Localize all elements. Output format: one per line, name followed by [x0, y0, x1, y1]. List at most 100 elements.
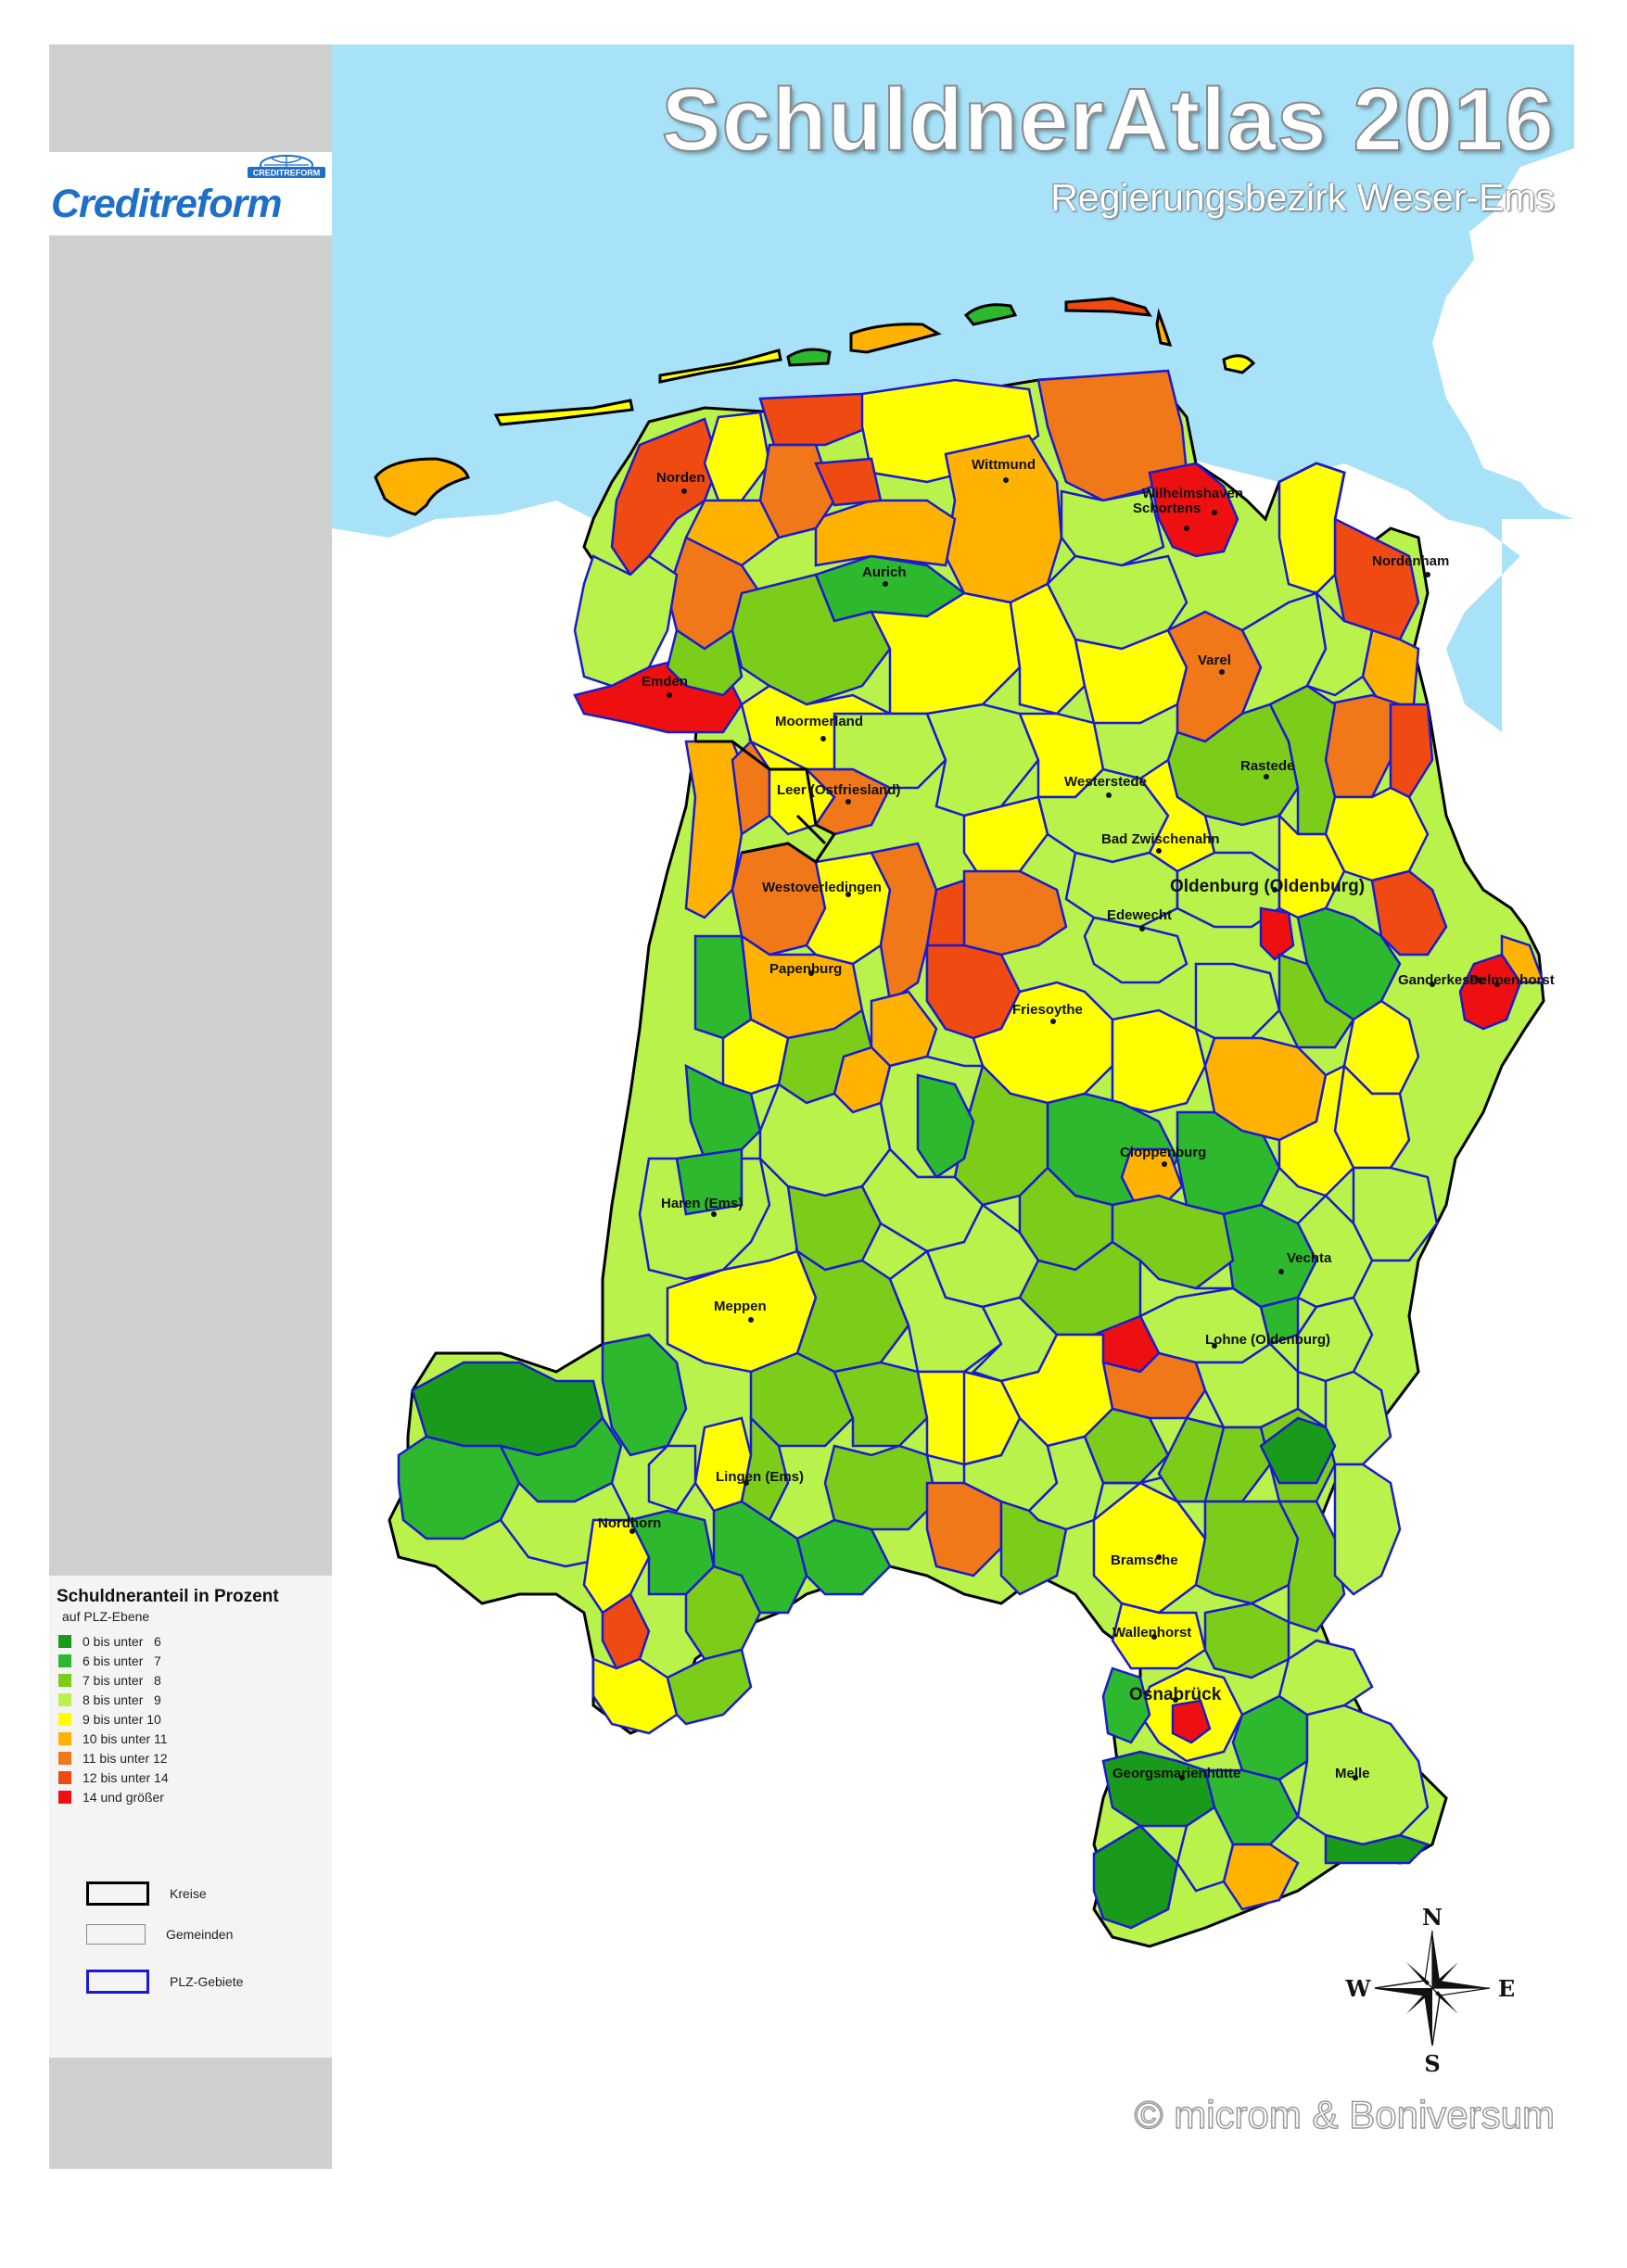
region-melle-n	[1277, 1639, 1374, 1717]
legend-boundary-swatch	[86, 1924, 146, 1945]
region-haselünne	[794, 1248, 910, 1374]
city-marker	[1264, 774, 1269, 779]
city-marker	[1219, 669, 1225, 675]
region-emsbüren	[712, 1500, 808, 1615]
city-label: Meppen	[714, 1299, 767, 1314]
city-marker	[681, 488, 687, 494]
city-label: Ganderkesee	[1398, 972, 1485, 988]
city-label: Bramsche	[1111, 1552, 1178, 1568]
city-marker	[1156, 848, 1162, 854]
legend-swatch	[58, 1790, 71, 1804]
legend-class-item: 9 bis unter 10	[58, 1709, 161, 1729]
region-delmenhorst-ring	[1500, 934, 1545, 984]
city-marker	[1050, 1019, 1056, 1024]
region-freren-s	[823, 1444, 938, 1531]
region-haren-n	[675, 1147, 744, 1216]
city-label: Friesoythe	[1012, 1002, 1083, 1018]
city-marker	[1173, 1697, 1178, 1703]
city-marker	[1151, 1634, 1157, 1640]
legend-class-label: 6 bis unter 7	[83, 1653, 161, 1668]
city-marker	[667, 692, 672, 698]
city-marker	[748, 1317, 754, 1323]
region-lingen-west	[647, 1444, 697, 1513]
legend-boundary-item: Gemeinden	[86, 1924, 233, 1945]
legend-boundary-swatch	[86, 1882, 149, 1906]
region-ovelgoenne	[1305, 589, 1374, 697]
legend-swatch	[58, 1634, 71, 1648]
region-salzbergen	[666, 1648, 753, 1726]
city-label: Vechta	[1287, 1250, 1332, 1266]
city-label: Emden	[642, 674, 688, 690]
region-lathen	[684, 1063, 762, 1160]
region-osnabrück-center	[1171, 1699, 1212, 1744]
legend-class-item: 6 bis unter 7	[58, 1651, 161, 1670]
region-hasbergen	[1101, 1666, 1151, 1744]
region-diepholz-w	[1296, 1296, 1374, 1383]
legend-subtitle: auf PLZ-Ebene	[62, 1609, 150, 1624]
legend-class-label: 12 bis unter 14	[83, 1769, 169, 1785]
city-label: Wilhelmshaven	[1142, 486, 1243, 501]
region-glandorf	[1324, 1833, 1430, 1865]
legend-panel: Schuldneranteil in Prozent auf PLZ-Ebene…	[49, 1576, 332, 2058]
compass-south: S	[1424, 2050, 1440, 2077]
legend-class-label: 11 bis unter 12	[83, 1750, 168, 1766]
compass-north: N	[1422, 1904, 1443, 1931]
city-label: Cloppenburg	[1120, 1145, 1206, 1160]
region-wilhelmshaven	[1148, 462, 1239, 558]
city-label: Osnabrück	[1129, 1685, 1222, 1704]
city-marker	[845, 892, 851, 897]
region-butjadingen	[1277, 462, 1346, 595]
region-wallenhorst	[1111, 1602, 1207, 1670]
legend-class-label: 9 bis unter 10	[83, 1711, 161, 1727]
region-belm	[1203, 1602, 1290, 1679]
city-label: Melle	[1335, 1766, 1370, 1781]
city-label: Norden	[656, 470, 705, 486]
region-friedeburg	[1036, 369, 1188, 502]
region-boesel	[1111, 1008, 1207, 1114]
legend-class-item: 11 bis unter 12	[58, 1748, 168, 1768]
creditreform-logo: CREDITREFORM Creditreform	[49, 152, 332, 235]
city-marker	[808, 970, 814, 976]
legend-swatch	[58, 1712, 71, 1726]
city-marker	[711, 1211, 717, 1217]
region-bad-essen	[1333, 1463, 1402, 1596]
legend-class-label: 8 bis unter 9	[83, 1691, 161, 1707]
region-oldenburg-s	[1259, 906, 1295, 961]
city-label: Schortens	[1133, 500, 1201, 516]
legend-swatch	[58, 1731, 71, 1745]
city-marker	[1003, 477, 1009, 483]
legend-boundary-item: PLZ-Gebiete	[86, 1970, 243, 1994]
city-label: Westoverledingen	[762, 880, 882, 895]
region-hesel	[833, 712, 947, 790]
region-menslage	[1157, 1416, 1226, 1503]
city-marker	[629, 1528, 635, 1534]
city-marker	[1156, 1554, 1162, 1560]
city-marker	[1425, 572, 1430, 577]
region-quakenbrück	[962, 1370, 1022, 1466]
region-bad-iburg	[1092, 1824, 1179, 1930]
city-marker	[744, 1480, 749, 1486]
region-visbek	[1277, 1063, 1355, 1197]
legend-class-item: 7 bis unter 8	[58, 1670, 161, 1690]
region-werlte	[916, 1073, 975, 1179]
region-emden-east	[666, 627, 744, 697]
region-friedeburg-s	[1009, 582, 1087, 716]
city-label: Leer (Ostfriesland)	[777, 782, 900, 798]
legend-swatch	[58, 1653, 71, 1667]
city-marker	[1212, 510, 1217, 515]
city-marker	[883, 581, 888, 587]
region-grosenkneten	[1277, 953, 1355, 1049]
legend-class-item: 14 und größer	[58, 1787, 164, 1806]
legend-class-item: 12 bis unter 14	[58, 1768, 169, 1787]
city-label: Delmenhorst	[1469, 972, 1555, 988]
legend-class-label: 7 bis unter 8	[83, 1672, 161, 1688]
region-ihlow	[814, 457, 883, 507]
region-zetel	[1074, 628, 1188, 725]
city-marker	[1139, 926, 1145, 931]
creditreform-emblem-icon: CREDITREFORM	[248, 155, 325, 178]
copyright-notice: © microm & Boniversum	[1134, 2092, 1556, 2137]
legend-class-label: 0 bis unter 6	[83, 1633, 161, 1649]
city-label: Papenburg	[769, 961, 842, 977]
